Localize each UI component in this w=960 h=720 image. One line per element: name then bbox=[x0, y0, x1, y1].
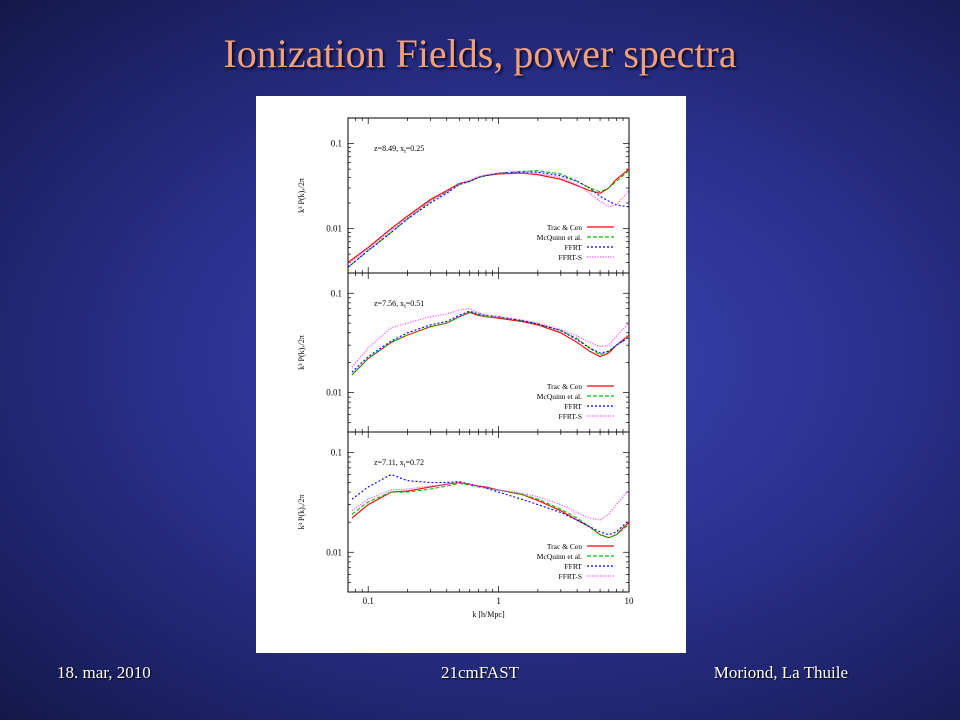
legend-label: FFRT bbox=[565, 402, 583, 411]
panel-annotation: z=8.49, xi=0.25 bbox=[374, 144, 424, 155]
series-line-trac-cen bbox=[351, 481, 630, 539]
series-line-ffrt-s bbox=[351, 481, 630, 521]
footer-title: 21cmFAST bbox=[440, 663, 520, 682]
legend-label: Trac & Cen bbox=[547, 542, 582, 551]
legend-label: Trac & Cen bbox=[547, 382, 582, 391]
y-axis-label: k³ P(k)ₓ/2π bbox=[297, 495, 306, 530]
series-line-ffrt bbox=[351, 310, 630, 373]
y-tick-label: 0.01 bbox=[326, 388, 342, 398]
x-tick-label: 0.1 bbox=[363, 596, 374, 606]
panel-1: 0.1 0.01 k³ P(k)ₓ/2π z=8.49, xi=0.25 Trac & … bbox=[297, 117, 630, 274]
series-line-ffrt-s bbox=[347, 172, 630, 265]
panel-annotation: z=7.11, xi=0.72 bbox=[374, 458, 424, 469]
series-line-mcquinn-et-al- bbox=[351, 482, 630, 539]
legend-label: FFRT bbox=[565, 562, 583, 571]
y-tick-label: 0.1 bbox=[331, 139, 342, 149]
x-tick-label: 1 bbox=[496, 596, 501, 606]
series-line-trac-cen bbox=[351, 311, 630, 376]
x-axis-label: k [h/Mpc] bbox=[472, 610, 505, 619]
y-tick-label: 0.01 bbox=[326, 224, 342, 234]
series-line-mcquinn-et-al- bbox=[347, 170, 630, 268]
legend-label: McQuinn et al. bbox=[537, 552, 582, 561]
power-spectra-figure: 0.1 0.01 k³ P(k)ₓ/2π z=8.49, xi=0.25 Trac & … bbox=[256, 96, 686, 653]
x-tick-label: 10 bbox=[625, 596, 635, 606]
slide-title: Ionization Fields, power spectra bbox=[223, 31, 737, 76]
power-spectra-chart: 0.1 0.01 k³ P(k)ₓ/2π z=8.49, xi=0.25 Trac & … bbox=[297, 117, 635, 619]
footer-venue: Moriond, La Thuile bbox=[713, 663, 848, 682]
legend-label: McQuinn et al. bbox=[537, 392, 582, 401]
legend-label: Trac & Cen bbox=[547, 223, 582, 232]
legend-label: McQuinn et al. bbox=[537, 233, 582, 242]
y-tick-label: 0.1 bbox=[331, 447, 342, 457]
legend-label: FFRT-S bbox=[559, 253, 582, 262]
panel-frame bbox=[347, 431, 630, 593]
panel-frame bbox=[347, 117, 630, 274]
panel-2: 0.1 0.01 k³ P(k)ₓ/2π z=7.56, xi=0.51 Trac & … bbox=[297, 272, 630, 433]
footer-date: 18. mar, 2010 bbox=[57, 663, 151, 682]
y-tick-label: 0.1 bbox=[331, 288, 342, 298]
series-line-ffrt bbox=[351, 473, 630, 536]
y-tick-label: 0.01 bbox=[326, 547, 342, 557]
panel-3: 0.1 0.01 k³ P(k)ₓ/2π z=7.11, xi=0.72 Trac & … bbox=[297, 431, 635, 619]
legend-label: FFRT bbox=[565, 243, 583, 252]
series-line-mcquinn-et-al- bbox=[351, 311, 630, 376]
y-axis-label: k³ P(k)ₓ/2π bbox=[297, 178, 306, 213]
series-line-trac-cen bbox=[347, 168, 630, 263]
panel-annotation: z=7.56, xi=0.51 bbox=[374, 299, 424, 310]
legend-label: FFRT-S bbox=[559, 572, 582, 581]
y-axis-label: k³ P(k)ₓ/2π bbox=[297, 335, 306, 370]
panel-frame bbox=[347, 272, 630, 433]
legend-label: FFRT-S bbox=[559, 412, 582, 421]
